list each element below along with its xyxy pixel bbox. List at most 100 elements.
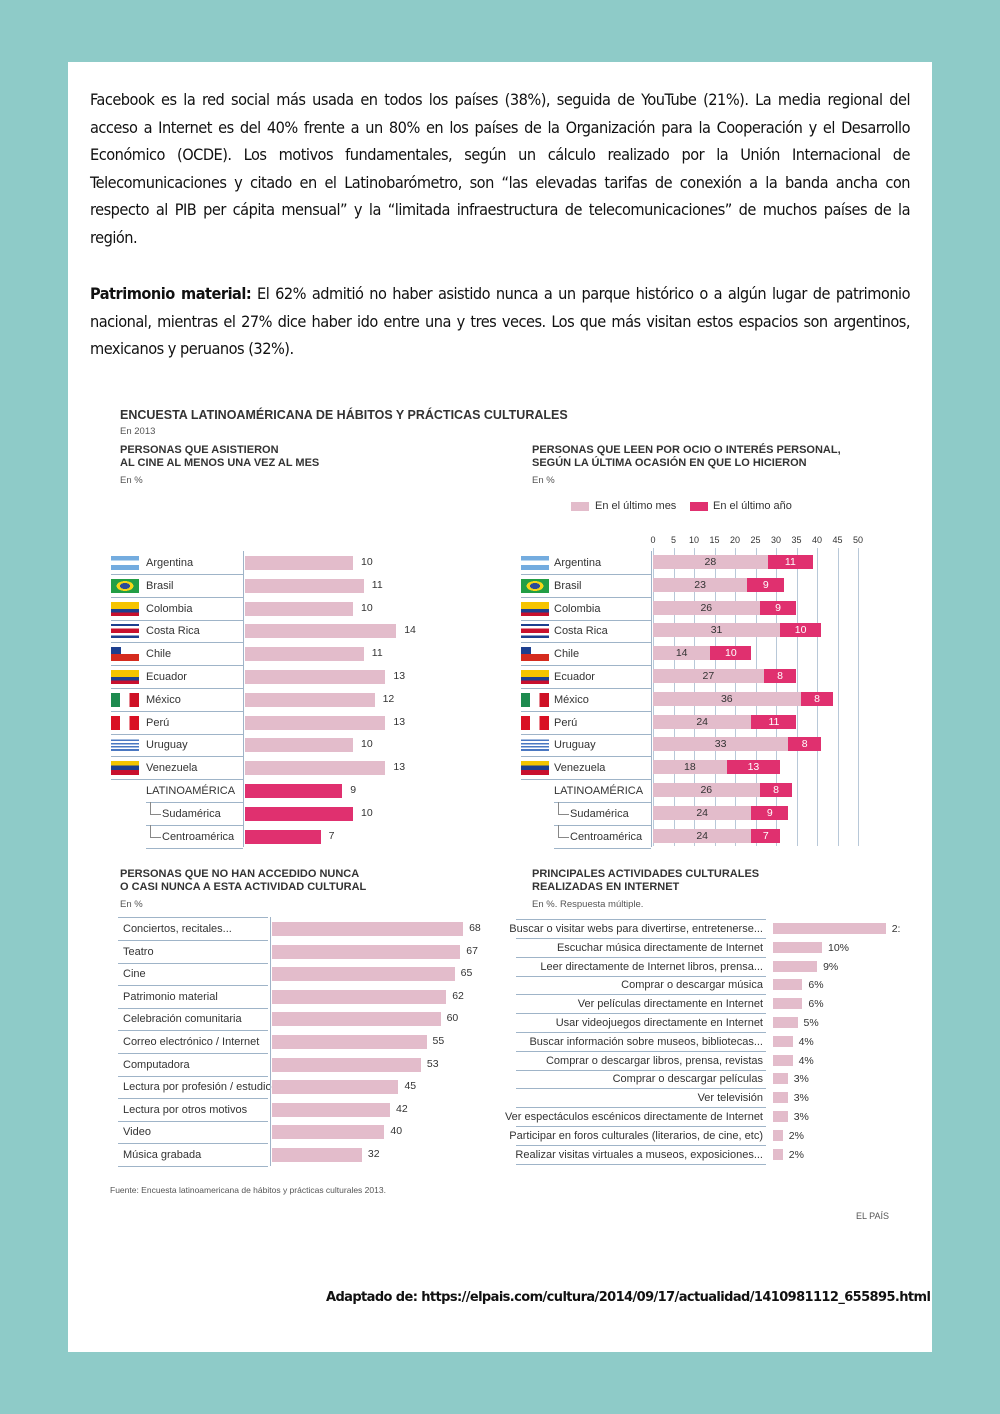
chart-title: PERSONAS QUE LEEN POR OCIO O INTERÉS PER… — [532, 444, 841, 469]
bar — [272, 1102, 391, 1117]
category-label: Ver espectáculos escénicos directamente … — [504, 1111, 763, 1123]
row-divider — [521, 642, 651, 644]
data-label: 4% — [798, 1035, 814, 1048]
bar — [773, 1035, 793, 1047]
data-label: 45 — [404, 1080, 417, 1093]
data-label-month: 31 — [710, 624, 723, 637]
category-label: Comprar o descargar películas — [612, 1073, 763, 1086]
bar — [773, 941, 822, 953]
row-divider — [516, 994, 766, 996]
data-label-month: 26 — [700, 784, 713, 796]
costa-rica-flag-icon — [111, 624, 139, 639]
data-label: 55 — [432, 1035, 445, 1047]
bar — [773, 1129, 783, 1141]
category-label: Ecuador — [554, 671, 595, 683]
row-divider — [521, 596, 651, 598]
bar — [773, 1073, 788, 1085]
bar — [272, 1125, 385, 1140]
source-note: Fuente: Encuesta latinoamericana de hábi… — [110, 1185, 386, 1195]
bar — [245, 806, 353, 821]
category-label: Ver películas directamente en Internet — [577, 998, 763, 1011]
el-pais-brand: EL PAÍS — [856, 1211, 890, 1221]
row-divider — [521, 688, 651, 689]
x-tick-label: 5 — [670, 535, 676, 545]
row-divider — [111, 688, 243, 689]
tree-connector — [558, 801, 569, 815]
data-label: 10 — [361, 556, 373, 568]
data-label: 53 — [426, 1057, 439, 1070]
bar-last-month — [653, 714, 752, 729]
data-label: 10 — [361, 806, 373, 819]
category-label: Buscar o visitar webs para divertirse, e… — [509, 923, 763, 935]
category-label: Perú — [146, 716, 170, 729]
data-label: 60 — [446, 1012, 459, 1025]
category-label: Argentina — [146, 557, 194, 569]
data-label: 6% — [808, 979, 824, 992]
category-label: Comprar o descargar libros, prensa, revi… — [545, 1054, 763, 1067]
bar — [773, 960, 818, 972]
row-divider — [554, 847, 651, 849]
category-label: Música grabada — [123, 1149, 202, 1161]
category-label: Usar videojuegos directamente en Interne… — [555, 1017, 763, 1029]
bar — [245, 738, 353, 753]
bar — [245, 715, 386, 730]
data-label: 3% — [793, 1111, 809, 1123]
bar — [245, 829, 321, 844]
row-divider — [118, 940, 268, 941]
paragraph-internet: Facebook es la red social más usada en t… — [90, 90, 911, 247]
patrimonio-heading: Patrimonio material: — [90, 284, 252, 303]
chile-flag-icon — [111, 647, 139, 662]
bar-last-year — [788, 737, 822, 752]
axis-line — [243, 551, 244, 848]
x-tick-label: 0 — [650, 535, 656, 545]
row-divider — [516, 938, 766, 939]
row-divider — [516, 919, 766, 920]
bar — [245, 624, 397, 639]
row-divider — [118, 1053, 268, 1054]
data-label: 7 — [328, 829, 335, 842]
mexico-flag-icon — [111, 692, 139, 707]
category-label: Correo electrónico / Internet — [123, 1036, 260, 1048]
x-tick-label: 20 — [729, 535, 740, 545]
data-label-year: 10 — [725, 647, 737, 660]
row-divider — [521, 665, 651, 667]
data-label: 9% — [823, 960, 839, 973]
data-label-month: 28 — [704, 556, 717, 568]
category-label: Argentina — [554, 557, 602, 569]
chart-title: PERSONAS QUE ASISTIERON AL CINE AL MENOS… — [120, 444, 320, 469]
legend-swatch-year — [690, 502, 708, 511]
row-divider — [111, 779, 243, 781]
category-label: Participar en foros culturales (literari… — [509, 1129, 763, 1142]
category-label: Sudamérica — [570, 807, 629, 820]
data-label: 42 — [396, 1102, 408, 1115]
category-label: Realizar visitas virtuales a museos, exp… — [515, 1148, 763, 1161]
chart-unit: En % — [532, 475, 555, 486]
data-label-year: 8 — [777, 670, 783, 682]
uruguay-flag-icon — [521, 738, 549, 753]
infographic-title: ENCUESTA LATINOAMÉRICANA DE HÁBITOS Y PR… — [120, 408, 568, 422]
data-label: 62 — [452, 989, 464, 1002]
data-label-month: 14 — [675, 647, 688, 660]
argentina-flag-icon — [111, 556, 139, 570]
adapted-source-link[interactable]: Adaptado de: https://elpais.com/cultura/… — [326, 1290, 931, 1305]
data-label-month: 24 — [696, 715, 709, 728]
data-label: 40 — [390, 1125, 403, 1138]
bar-last-year — [751, 828, 781, 843]
category-label: LATINOAMÉRICA — [554, 785, 644, 797]
bar — [773, 1148, 783, 1160]
data-label: 13 — [393, 670, 406, 682]
category-label: Venezuela — [146, 762, 198, 775]
category-label: Brasil — [554, 579, 582, 592]
data-label-year: 11 — [784, 556, 796, 568]
uruguay-flag-icon — [111, 738, 139, 753]
legend-label-year: En el último año — [713, 500, 792, 512]
data-label: 10% — [828, 941, 850, 954]
category-label: Perú — [554, 716, 578, 729]
bar — [245, 647, 364, 662]
paragraph-patrimonio: Patrimonio material: El 62% admitió no h… — [90, 280, 911, 363]
bar — [272, 1080, 399, 1095]
data-label-month: 27 — [702, 670, 715, 682]
row-divider — [111, 642, 243, 644]
category-label: Lectura por profesión / estudio — [123, 1081, 272, 1094]
row-divider — [118, 1075, 268, 1077]
